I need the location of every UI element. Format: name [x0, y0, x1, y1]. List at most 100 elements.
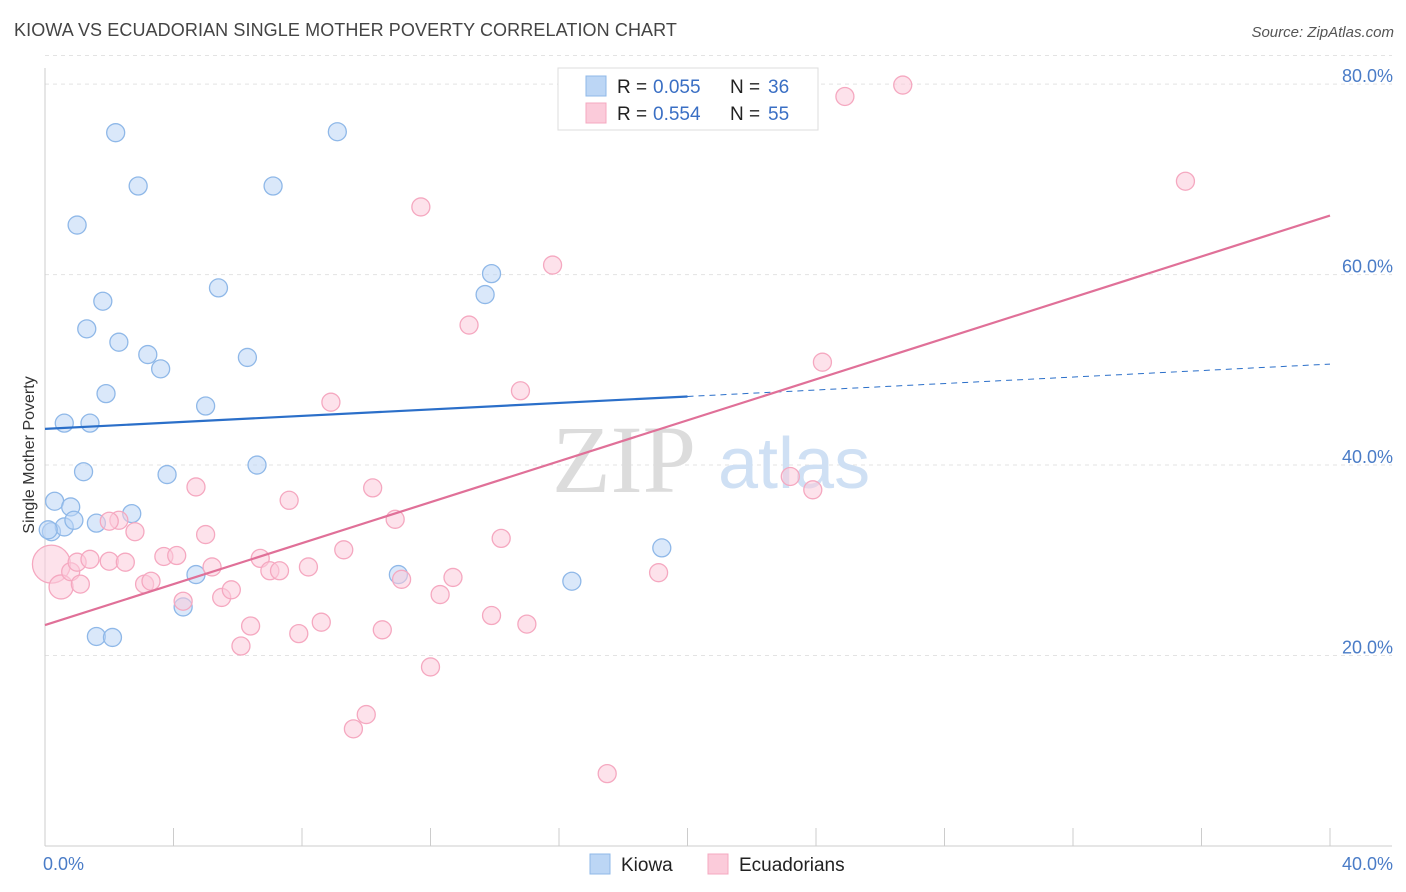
- ecuadorians-point-34: [363, 478, 383, 498]
- y-tick-labels: 20.0% 40.0% 60.0% 80.0%: [1342, 66, 1393, 657]
- ecuadorians-point-16: [186, 477, 206, 497]
- ecuadorians-point-20: [221, 580, 241, 600]
- ecuadorians-point-27: [289, 623, 309, 644]
- ecuadorians-point-4: [70, 574, 90, 594]
- bottom-legend-kiowa: Kiowa: [621, 855, 673, 876]
- y-axis-label: Single Mother Poverty: [21, 376, 38, 533]
- watermark-atlas: atlas: [718, 424, 870, 504]
- legend-n-value-0: 36: [768, 77, 789, 98]
- kiowa-point-9: [80, 413, 100, 433]
- ecuadorians-point-8: [99, 511, 119, 531]
- ecuadorians-point-30: [321, 392, 341, 412]
- ecuadorians-point-26: [279, 490, 299, 510]
- legend-swatch-ecuadorians: [585, 102, 607, 124]
- ecuadorians-point-35: [372, 620, 392, 640]
- kiowa-point-16: [138, 344, 158, 365]
- legend-r-value-1: 0.554: [653, 104, 701, 125]
- top-legend: R = 0.055 N = 36 R = 0.554 N = 55: [557, 67, 819, 131]
- kiowa-point-12: [96, 383, 116, 404]
- trend-lines: [44, 214, 1331, 627]
- ecuadorians-point-39: [420, 657, 441, 677]
- kiowa-point-2: [44, 491, 65, 511]
- kiowa-point-29: [327, 122, 347, 142]
- kiowa-point-24: [195, 396, 216, 416]
- grid-lines: [45, 55, 1392, 657]
- ecuadorians-point-54: [893, 75, 913, 95]
- y-tick-label-1: 40.0%: [1342, 447, 1393, 467]
- kiowa-point-26: [237, 347, 258, 368]
- kiowa-trend-line: [44, 395, 688, 430]
- ecuadorians-point-44: [491, 528, 511, 549]
- ecuadorians-point-40: [430, 584, 450, 605]
- watermark-zip: ZIP: [552, 406, 696, 513]
- ecuadorians-point-5: [80, 549, 100, 569]
- ecuadorians-point-47: [542, 255, 563, 275]
- y-tick-label-3: 80.0%: [1342, 66, 1393, 86]
- legend-n-value-1: 55: [768, 104, 789, 125]
- kiowa-point-27: [247, 455, 267, 475]
- kiowa-point-17: [150, 359, 171, 379]
- ecuadorians-point-50: [780, 466, 800, 487]
- ecuadorians-point-55: [1175, 171, 1196, 191]
- ecuadorians-point-15: [173, 591, 193, 611]
- kiowa-point-35: [38, 520, 58, 540]
- kiowa-point-18: [157, 464, 177, 485]
- ecuadorians-point-38: [411, 197, 431, 217]
- kiowa-point-21: [102, 627, 123, 648]
- x-tick-labels: 0.0% 40.0%: [43, 854, 1393, 874]
- kiowa-point-34: [652, 538, 672, 558]
- kiowa-point-13: [106, 123, 126, 143]
- kiowa-point-5: [67, 215, 87, 235]
- kiowa-trend-line-extension: [687, 363, 1331, 397]
- legend-r-label-1: R =: [617, 104, 647, 125]
- ecuadorians-point-43: [481, 605, 502, 626]
- axes: [44, 68, 1392, 847]
- ecuadorians-point-17: [195, 524, 216, 545]
- kiowa-point-4: [64, 510, 84, 530]
- kiowa-point-32: [481, 263, 502, 284]
- ecuadorians-point-46: [517, 614, 537, 634]
- bottom-legend-swatch-ecuadorians: [707, 853, 729, 875]
- bottom-legend-swatch-kiowa: [589, 853, 611, 875]
- ecuadorians-point-22: [240, 616, 261, 636]
- kiowa-point-14: [109, 332, 129, 352]
- ecuadorians-point-32: [343, 719, 364, 739]
- ecuadorians-point-9: [115, 552, 135, 572]
- bottom-legend-ecuadorians: Ecuadorians: [739, 855, 845, 876]
- kiowa-point-20: [86, 626, 107, 647]
- ecuadorians-point-42: [459, 315, 479, 335]
- chart-title: KIOWA VS ECUADORIAN SINGLE MOTHER POVERT…: [14, 20, 678, 40]
- ecuadorians-point-12: [141, 571, 161, 591]
- ecuadorians-point-31: [334, 540, 354, 560]
- kiowa-point-25: [208, 278, 229, 298]
- legend-r-value-0: 0.055: [653, 77, 701, 98]
- x-tick-label-0: 0.0%: [43, 854, 84, 874]
- ecuadorians-point-28: [298, 557, 319, 577]
- kiowa-point-15: [128, 176, 148, 196]
- ecuadorians-point-49: [648, 563, 669, 583]
- ecuadorians-point-6: [99, 551, 119, 571]
- kiowa-point-28: [263, 176, 283, 196]
- kiowa-point-31: [475, 284, 495, 305]
- kiowa-point-6: [77, 319, 97, 339]
- x-tick-label-1: 40.0%: [1342, 854, 1393, 874]
- ecuadorians-point-41: [443, 567, 463, 588]
- ecuadorians-point-25: [269, 561, 290, 581]
- data-points: [31, 75, 1196, 784]
- legend-n-label-0: N =: [730, 77, 760, 98]
- legend-n-label-1: N =: [730, 104, 760, 125]
- ecuadorians-point-52: [812, 352, 833, 372]
- ecuadorians-trend-line: [44, 214, 1331, 627]
- kiowa-point-7: [73, 462, 94, 482]
- kiowa-point-10: [93, 291, 113, 311]
- ecuadorians-point-51: [803, 480, 823, 500]
- ecuadorians-point-10: [125, 522, 145, 542]
- kiowa-point-33: [562, 571, 582, 591]
- y-tick-label-0: 20.0%: [1342, 638, 1393, 658]
- ecuadorians-point-53: [835, 86, 855, 107]
- bottom-legend: Kiowa Ecuadorians: [589, 853, 845, 876]
- ecuadorians-point-48: [597, 763, 617, 784]
- y-tick-label-2: 60.0%: [1342, 257, 1393, 277]
- kiowa-point-8: [54, 413, 74, 433]
